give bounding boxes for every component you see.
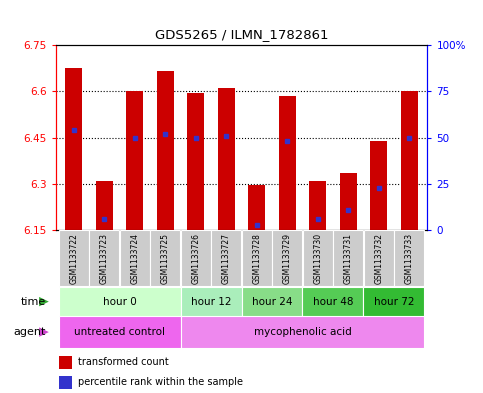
- Text: mycophenolic acid: mycophenolic acid: [254, 327, 351, 337]
- Text: GSM1133733: GSM1133733: [405, 233, 413, 284]
- Text: GSM1133727: GSM1133727: [222, 233, 231, 284]
- FancyBboxPatch shape: [333, 230, 363, 286]
- Bar: [309, 181, 326, 230]
- Text: GSM1133726: GSM1133726: [191, 233, 200, 284]
- FancyBboxPatch shape: [363, 287, 425, 316]
- FancyBboxPatch shape: [89, 230, 119, 286]
- Bar: [340, 173, 356, 230]
- Bar: [187, 93, 204, 230]
- Title: GDS5265 / ILMN_1782861: GDS5265 / ILMN_1782861: [155, 28, 328, 41]
- FancyBboxPatch shape: [394, 230, 424, 286]
- Bar: [218, 88, 235, 230]
- FancyBboxPatch shape: [59, 230, 89, 286]
- FancyBboxPatch shape: [302, 287, 363, 316]
- Text: GSM1133723: GSM1133723: [100, 233, 109, 284]
- FancyBboxPatch shape: [242, 230, 271, 286]
- Text: hour 12: hour 12: [191, 297, 231, 307]
- Bar: [248, 185, 265, 230]
- Text: GSM1133732: GSM1133732: [374, 233, 383, 284]
- Bar: [127, 92, 143, 230]
- Bar: [66, 68, 82, 230]
- Bar: [96, 181, 113, 230]
- FancyBboxPatch shape: [242, 287, 302, 316]
- FancyBboxPatch shape: [181, 230, 211, 286]
- FancyBboxPatch shape: [58, 316, 181, 348]
- Text: percentile rank within the sample: percentile rank within the sample: [78, 377, 243, 387]
- Text: time: time: [21, 297, 46, 307]
- FancyBboxPatch shape: [364, 230, 394, 286]
- Text: GSM1133731: GSM1133731: [344, 233, 353, 284]
- Text: GSM1133722: GSM1133722: [70, 233, 78, 284]
- Text: hour 72: hour 72: [374, 297, 414, 307]
- Bar: [157, 72, 174, 230]
- Text: GSM1133729: GSM1133729: [283, 233, 292, 284]
- Text: GSM1133725: GSM1133725: [161, 233, 170, 284]
- Text: GSM1133728: GSM1133728: [252, 233, 261, 284]
- FancyBboxPatch shape: [272, 230, 302, 286]
- Bar: [59, 356, 72, 369]
- Text: GSM1133730: GSM1133730: [313, 233, 322, 284]
- FancyBboxPatch shape: [181, 287, 242, 316]
- Text: untreated control: untreated control: [74, 327, 165, 337]
- FancyBboxPatch shape: [150, 230, 180, 286]
- Bar: [370, 141, 387, 230]
- FancyBboxPatch shape: [58, 287, 181, 316]
- Text: transformed count: transformed count: [78, 358, 169, 367]
- Text: GSM1133724: GSM1133724: [130, 233, 139, 284]
- Text: hour 48: hour 48: [313, 297, 353, 307]
- Text: hour 0: hour 0: [103, 297, 136, 307]
- Text: hour 24: hour 24: [252, 297, 292, 307]
- Text: agent: agent: [14, 327, 46, 337]
- Bar: [59, 376, 72, 389]
- Bar: [401, 92, 417, 230]
- FancyBboxPatch shape: [303, 230, 333, 286]
- FancyBboxPatch shape: [212, 230, 241, 286]
- FancyBboxPatch shape: [120, 230, 150, 286]
- FancyBboxPatch shape: [181, 316, 425, 348]
- Bar: [279, 96, 296, 230]
